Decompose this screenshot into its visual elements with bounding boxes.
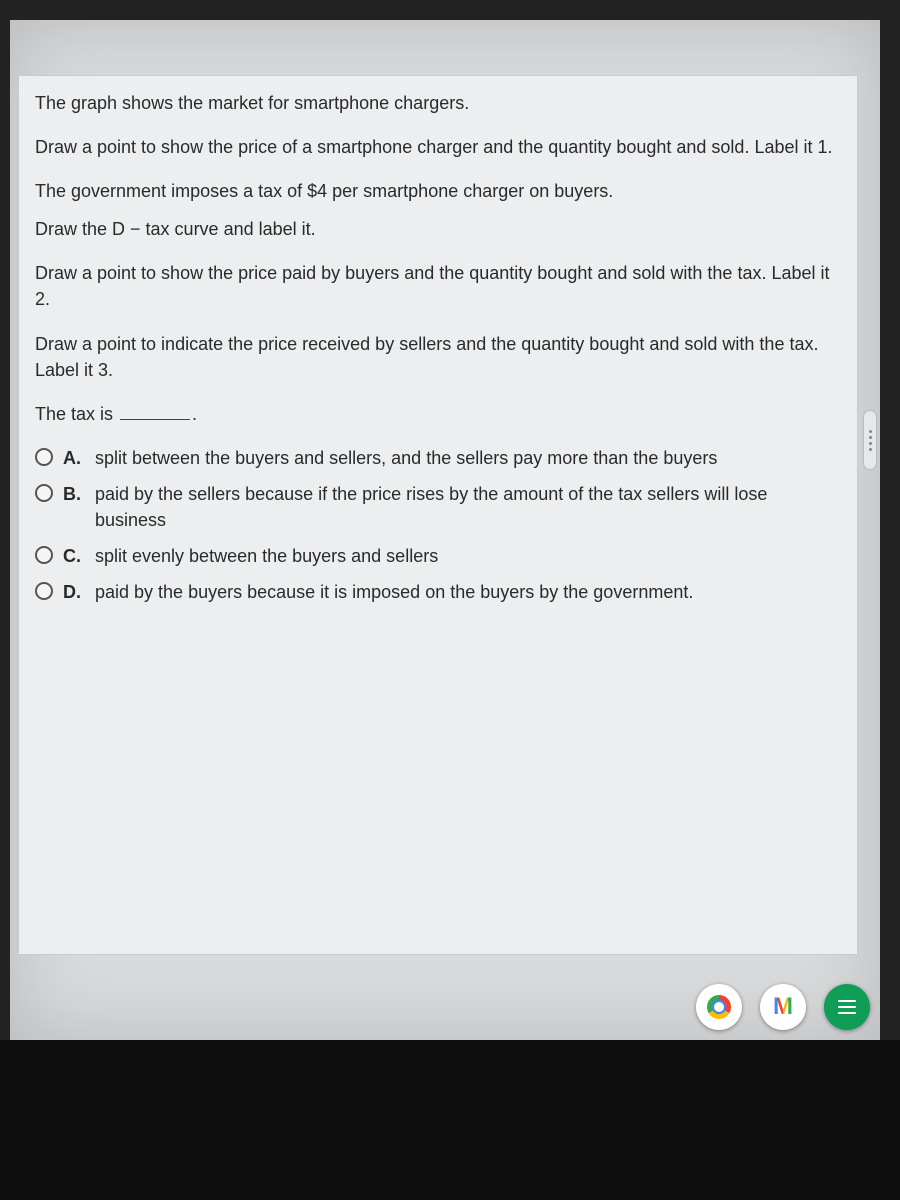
gmail-icon[interactable]: M [760, 984, 806, 1030]
sheets-icon[interactable] [824, 984, 870, 1030]
option-b[interactable]: B. paid by the sellers because if the pr… [35, 481, 841, 533]
option-letter: D. [63, 579, 85, 605]
options-list: A. split between the buyers and sellers,… [35, 445, 841, 605]
option-c[interactable]: C. split evenly between the buyers and s… [35, 543, 841, 569]
radio-d[interactable] [35, 582, 53, 600]
option-text: paid by the sellers because if the price… [95, 481, 841, 533]
paragraph-3: The government imposes a tax of $4 per s… [35, 178, 841, 204]
laptop-frame: The graph shows the market for smartphon… [0, 0, 900, 1200]
radio-b[interactable] [35, 484, 53, 502]
gmail-glyph: M [773, 993, 793, 1021]
laptop-base [0, 1040, 900, 1200]
sheets-glyph [838, 1000, 856, 1014]
question-stem: The tax is . [35, 401, 841, 427]
option-letter: B. [63, 481, 85, 507]
paragraph-2: Draw a point to show the price of a smar… [35, 134, 841, 160]
radio-a[interactable] [35, 448, 53, 466]
question-panel: The graph shows the market for smartphon… [18, 75, 858, 955]
taskbar: M [696, 984, 870, 1030]
radio-c[interactable] [35, 546, 53, 564]
option-d[interactable]: D. paid by the buyers because it is impo… [35, 579, 841, 605]
chrome-glyph [707, 995, 731, 1019]
option-text: split evenly between the buyers and sell… [95, 543, 841, 569]
screen-area: The graph shows the market for smartphon… [10, 20, 880, 1040]
option-text: paid by the buyers because it is imposed… [95, 579, 841, 605]
handle-dot [869, 442, 872, 445]
stem-suffix: . [192, 404, 197, 424]
option-text: split between the buyers and sellers, an… [95, 445, 841, 471]
paragraph-5: Draw a point to show the price paid by b… [35, 260, 841, 312]
panel-drag-handle[interactable] [863, 410, 877, 470]
handle-dot [869, 436, 872, 439]
option-letter: A. [63, 445, 85, 471]
chrome-icon[interactable] [696, 984, 742, 1030]
option-a[interactable]: A. split between the buyers and sellers,… [35, 445, 841, 471]
stem-prefix: The tax is [35, 404, 113, 424]
paragraph-1: The graph shows the market for smartphon… [35, 90, 841, 116]
handle-dot [869, 430, 872, 433]
paragraph-6: Draw a point to indicate the price recei… [35, 331, 841, 383]
fill-blank [120, 402, 190, 420]
paragraph-4: Draw the D − tax curve and label it. [35, 216, 841, 242]
handle-dot [869, 448, 872, 451]
option-letter: C. [63, 543, 85, 569]
